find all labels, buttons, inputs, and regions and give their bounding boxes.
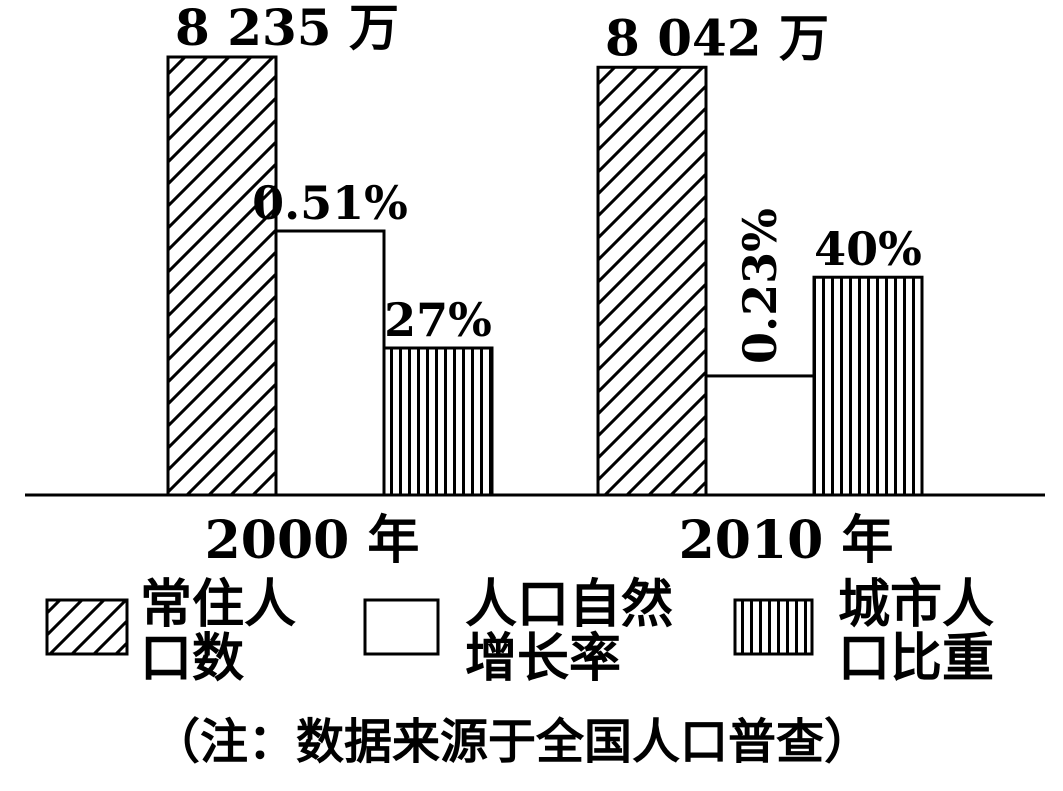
bar-urban-population-share-1 [812,275,924,497]
value-labels-group: 8 235 万 8 042 万 0.51% 0.23% 27% 40% [175,0,922,364]
legend-label-resident-population-line1: 常住人 [140,575,296,635]
value-label-urban-population-share-0: 27% [384,293,492,347]
category-label-2000: 2000 年 [205,510,420,571]
bars-group [166,55,924,497]
value-label-resident-population-0: 8 235 万 [175,0,399,57]
bar-resident-population-1 [596,65,708,497]
value-label-natural-growth-rate-0: 0.51% [252,176,408,230]
value-label-resident-population-1: 8 042 万 [605,8,829,67]
category-label-2010: 2010 年 [679,510,894,571]
bar-natural-growth-rate-0 [274,229,386,497]
value-label-natural-growth-rate-1: 0.23% [733,208,787,364]
legend-label-resident-population-line2: 口数 [140,629,244,689]
legend-label-urban-population-share-line2: 口比重 [838,629,994,689]
bar-urban-population-share-0 [382,346,494,497]
legend-swatch-blank [363,598,440,656]
legend-label-urban-population-share-line1: 城市人 [838,575,994,635]
legend-swatch-vertical [733,598,814,656]
legend-label-natural-growth-rate-line1: 人口自然 [465,575,673,635]
legend-item-resident-population: 常住人 口数 [45,575,296,689]
legend: 常住人 口数 人口自然 增长率 城市人 口比重 [45,575,994,689]
value-label-urban-population-share-1: 40% [814,222,922,276]
legend-swatch-diagonal [45,598,129,656]
legend-item-urban-population-share: 城市人 口比重 [733,575,994,689]
legend-label-natural-growth-rate-line2: 增长率 [465,629,621,689]
legend-item-natural-growth-rate: 人口自然 增长率 [363,575,673,689]
bar-resident-population-0 [166,55,278,497]
bar-natural-growth-rate-1 [704,374,816,497]
source-note: （注：数据来源于全国人口普查） [152,714,872,770]
